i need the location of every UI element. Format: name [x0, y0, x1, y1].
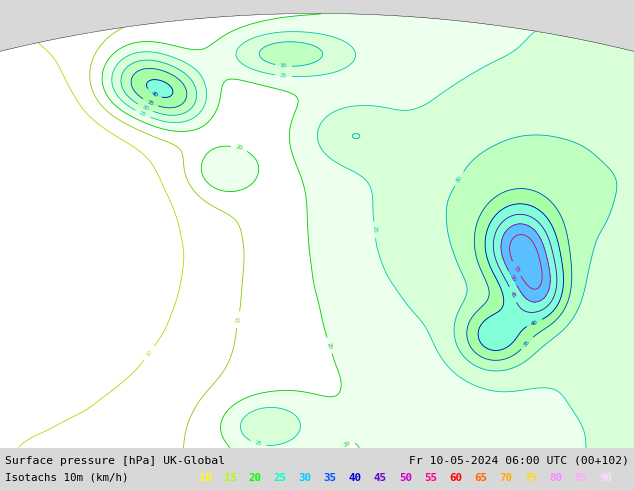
- Text: Isotachs 10m (km/h): Isotachs 10m (km/h): [5, 472, 129, 483]
- Text: 30: 30: [299, 472, 312, 483]
- Text: 50: 50: [509, 274, 517, 282]
- Text: 25: 25: [372, 226, 377, 234]
- Text: 25: 25: [139, 110, 147, 118]
- Text: 85: 85: [574, 472, 587, 483]
- Text: 55: 55: [513, 265, 521, 273]
- Text: 20: 20: [342, 441, 351, 448]
- Text: Fr 10-05-2024 06:00 UTC (00+102): Fr 10-05-2024 06:00 UTC (00+102): [409, 456, 629, 466]
- Text: 90: 90: [599, 472, 612, 483]
- Text: 70: 70: [499, 472, 512, 483]
- Text: 75: 75: [524, 472, 537, 483]
- Text: 50: 50: [399, 472, 412, 483]
- Text: 40: 40: [530, 319, 539, 326]
- Text: 35: 35: [523, 339, 531, 347]
- Text: 55: 55: [424, 472, 437, 483]
- Text: 65: 65: [474, 472, 487, 483]
- Text: 25: 25: [274, 472, 287, 483]
- Text: 80: 80: [549, 472, 562, 483]
- Text: 45: 45: [374, 472, 387, 483]
- Text: 20: 20: [249, 472, 262, 483]
- Text: 15: 15: [224, 472, 236, 483]
- Text: 30: 30: [455, 174, 463, 183]
- Text: 15: 15: [235, 316, 242, 323]
- Text: 60: 60: [449, 472, 462, 483]
- Text: 35: 35: [324, 472, 337, 483]
- Text: Surface pressure [hPa] UK-Global: Surface pressure [hPa] UK-Global: [5, 456, 225, 466]
- Text: 25: 25: [280, 73, 287, 79]
- Text: 45: 45: [509, 291, 517, 299]
- Text: 10: 10: [198, 472, 212, 483]
- Text: 25: 25: [254, 441, 262, 447]
- Text: 40: 40: [150, 90, 158, 98]
- Text: 20: 20: [235, 145, 243, 151]
- Text: 40: 40: [349, 472, 362, 483]
- Text: 20: 20: [326, 342, 333, 350]
- Text: 30: 30: [141, 104, 150, 112]
- Text: 30: 30: [280, 63, 287, 69]
- Text: 10: 10: [145, 349, 153, 357]
- Text: 35: 35: [146, 99, 155, 106]
